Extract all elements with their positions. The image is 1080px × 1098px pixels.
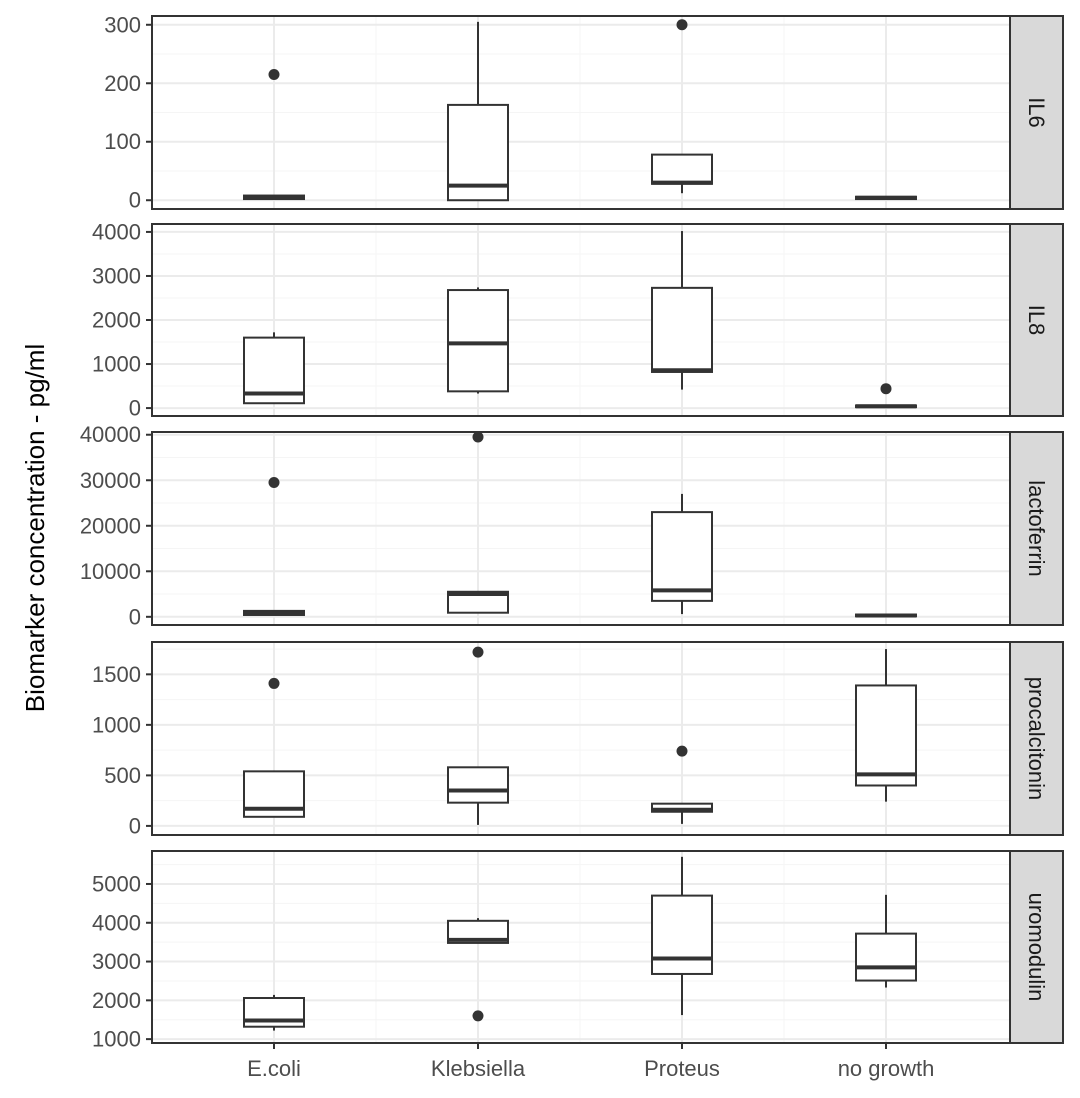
boxplot-no growth [855,649,917,802]
y-tick-label: 2000 [92,308,141,333]
outlier-point [268,68,280,80]
box-iqr [855,932,917,982]
box-iqr [651,802,713,813]
boxplot-no growth [855,894,917,988]
boxplot-no growth [855,613,917,618]
box-iqr [855,684,917,787]
boxplot-E.coli [243,68,305,201]
y-tick-label: 5000 [92,871,141,896]
y-tick-label: 40000 [80,422,141,447]
outlier-point [676,745,688,757]
y-tick-label: 30000 [80,468,141,493]
y-tick-label: 20000 [80,513,141,538]
boxplot-Klebsiella [447,918,509,1022]
boxplot-Proteus [651,493,713,615]
facet-panel-uromodulin: uromodulin 1000 2000 3000 4000 5000 [92,850,1064,1052]
facet-strip-label: lactoferrin [1024,480,1049,577]
panels-layer: IL6 0 100 200 300 IL8 0 1000 2000 3000 4000 lactofe… [80,12,1064,1052]
facet-strip [1009,223,1064,417]
boxplot-Klebsiella [447,646,509,825]
outlier-point [472,1010,484,1022]
boxplot-Klebsiella [447,287,509,394]
boxplot-E.coli [243,477,305,616]
y-tick-label: 1000 [92,1027,141,1052]
y-tick-label: 300 [104,12,141,37]
boxplot-E.coli [243,332,305,405]
box-iqr [447,590,509,614]
box-iqr [651,511,713,602]
y-tick-label: 200 [104,71,141,96]
outlier-point [472,646,484,658]
outlier-point [472,431,484,443]
y-tick-label: 100 [104,129,141,154]
outlier-point [880,383,892,395]
x-tick-label: Klebsiella [431,1056,526,1081]
y-tick-label: 500 [104,763,141,788]
box-iqr [651,153,713,185]
y-tick-label: 4000 [92,219,141,244]
facet-strip [1009,431,1064,626]
y-tick-label: 0 [129,813,141,838]
outlier-point [268,477,280,489]
boxplot-E.coli [243,677,305,818]
boxplot-Klebsiella [447,21,509,202]
boxplot-Proteus [651,856,713,1016]
box-iqr [651,286,713,373]
facet-panel-lactoferrin: lactoferrin 0 10000 20000 30000 40000 [80,422,1064,629]
facet-strip [1009,850,1064,1044]
y-tick-label: 0 [129,396,141,421]
x-axis: E.coli Klebsiella Proteus no growth [247,1043,934,1081]
facet-strip-label: IL6 [1024,97,1049,128]
box-iqr [447,289,509,393]
facet-strip [1009,15,1064,210]
box-iqr [447,919,509,944]
x-tick-label: Proteus [644,1056,720,1081]
y-tick-label: 1000 [92,712,141,737]
y-tick-label: 1000 [92,352,141,377]
facet-panel-IL6: IL6 0 100 200 300 [104,12,1064,213]
y-tick-label: 0 [129,604,141,629]
y-tick-label: 3000 [92,263,141,288]
facet-strip-label: procalcitonin [1024,677,1049,801]
x-tick-label: no growth [838,1056,935,1081]
facet-panel-IL8: IL8 0 1000 2000 3000 4000 [92,219,1064,421]
y-tick-label: 2000 [92,988,141,1013]
boxplot-Proteus [651,19,713,194]
panel-background [152,432,1010,625]
y-tick-label: 10000 [80,559,141,584]
y-tick-label: 4000 [92,910,141,935]
y-tick-label: 0 [129,188,141,213]
outlier-point [268,677,280,689]
facet-strip-label: uromodulin [1024,893,1049,1002]
facet-strip [1009,641,1064,836]
boxplot-no growth [855,195,917,201]
y-tick-label: 3000 [92,949,141,974]
boxplot-Proteus [651,745,713,824]
y-tick-label: 1500 [92,662,141,687]
box-iqr [447,766,509,804]
facet-strip-label: IL8 [1024,305,1049,336]
boxplot-E.coli [243,994,305,1031]
x-tick-label: E.coli [247,1056,301,1081]
box-iqr [651,894,713,975]
y-axis-title: Biomarker concentration - pg/ml [20,344,50,712]
boxplot-no growth [855,383,917,409]
facet-panel-procalcitonin: procalcitonin 0 500 1000 1500 [92,641,1064,838]
outlier-point [676,19,688,31]
boxplot-Proteus [651,231,713,390]
boxplot-Klebsiella [447,431,509,614]
